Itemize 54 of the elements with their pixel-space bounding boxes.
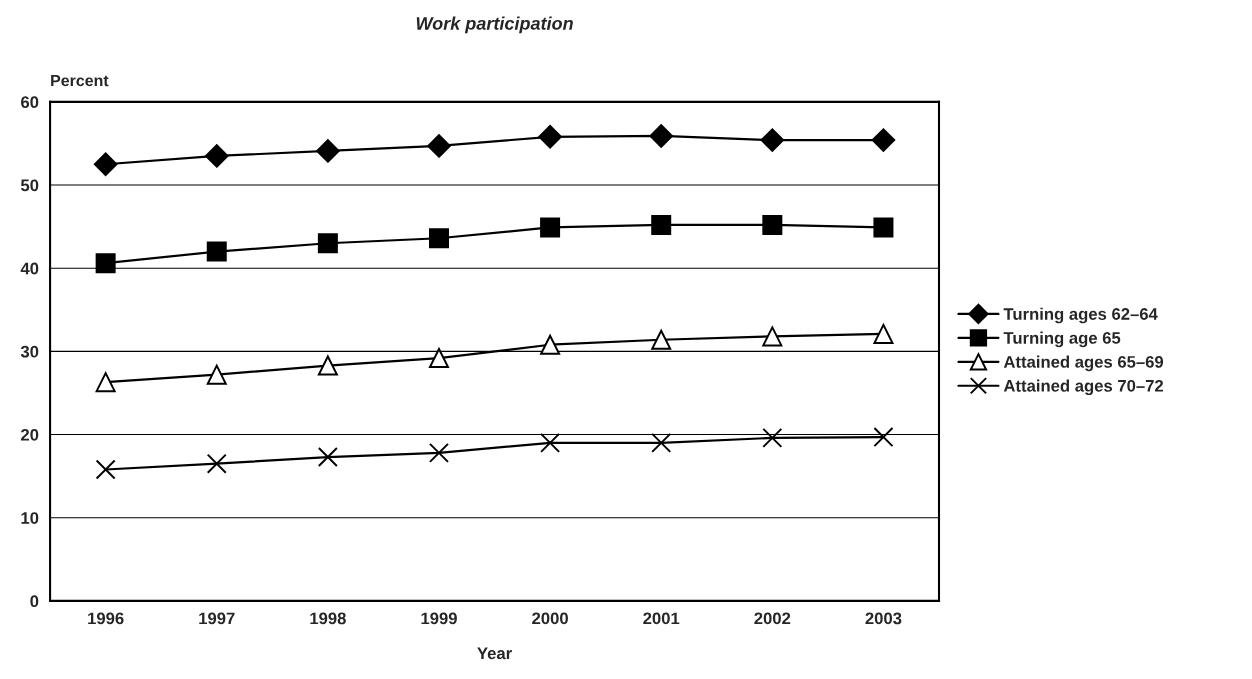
y-tick-label: 60 xyxy=(21,96,39,109)
point xyxy=(93,152,118,177)
y-tick-label: 40 xyxy=(20,262,39,275)
x-tick-label: 1996 xyxy=(88,612,124,625)
x-tick-label: 2000 xyxy=(532,612,568,625)
point xyxy=(427,134,451,158)
point xyxy=(540,217,561,238)
point xyxy=(428,228,449,249)
x-tick-label: 1999 xyxy=(421,612,457,625)
point xyxy=(873,217,894,238)
point xyxy=(873,323,894,344)
x-axis-title: Year xyxy=(477,647,512,660)
y-tick-label: 30 xyxy=(20,345,39,358)
point xyxy=(95,253,116,274)
point xyxy=(871,128,896,152)
legend-label: Attained ages 65–69 xyxy=(1003,355,1164,372)
point xyxy=(762,427,783,448)
point xyxy=(206,364,227,385)
y-tick-label: 50 xyxy=(20,179,39,192)
legend-label: Turning ages 62–64 xyxy=(1003,307,1158,324)
chart-title: Work participation xyxy=(416,16,573,34)
point xyxy=(540,334,561,355)
point xyxy=(428,442,449,463)
y-tick-label: 0 xyxy=(30,595,39,608)
point xyxy=(206,241,227,262)
point xyxy=(762,214,783,235)
legend-label: Turning age 65 xyxy=(1003,331,1121,348)
point xyxy=(649,124,673,148)
point xyxy=(95,459,116,480)
point xyxy=(428,348,449,369)
point xyxy=(760,128,785,152)
point xyxy=(651,214,672,235)
x-tick-label: 2002 xyxy=(754,612,791,625)
point xyxy=(317,355,338,376)
point xyxy=(316,139,340,163)
point xyxy=(651,329,672,350)
point xyxy=(651,432,672,453)
x-tick-label: 2003 xyxy=(865,612,902,625)
x-tick-label: 1998 xyxy=(310,612,346,625)
point xyxy=(762,326,783,347)
point xyxy=(540,432,561,453)
point xyxy=(317,233,338,254)
y-tick-label: 20 xyxy=(21,428,39,441)
y-axis-title: Percent xyxy=(51,75,109,87)
point xyxy=(317,447,338,468)
point xyxy=(95,372,116,393)
legend-label: Attained ages 70–72 xyxy=(1003,379,1164,396)
point xyxy=(204,144,229,168)
y-tick-label: 10 xyxy=(21,512,39,524)
x-tick-label: 1997 xyxy=(199,612,235,625)
point xyxy=(873,427,894,448)
point xyxy=(538,125,562,149)
x-tick-label: 2001 xyxy=(643,612,680,625)
point xyxy=(206,453,227,474)
